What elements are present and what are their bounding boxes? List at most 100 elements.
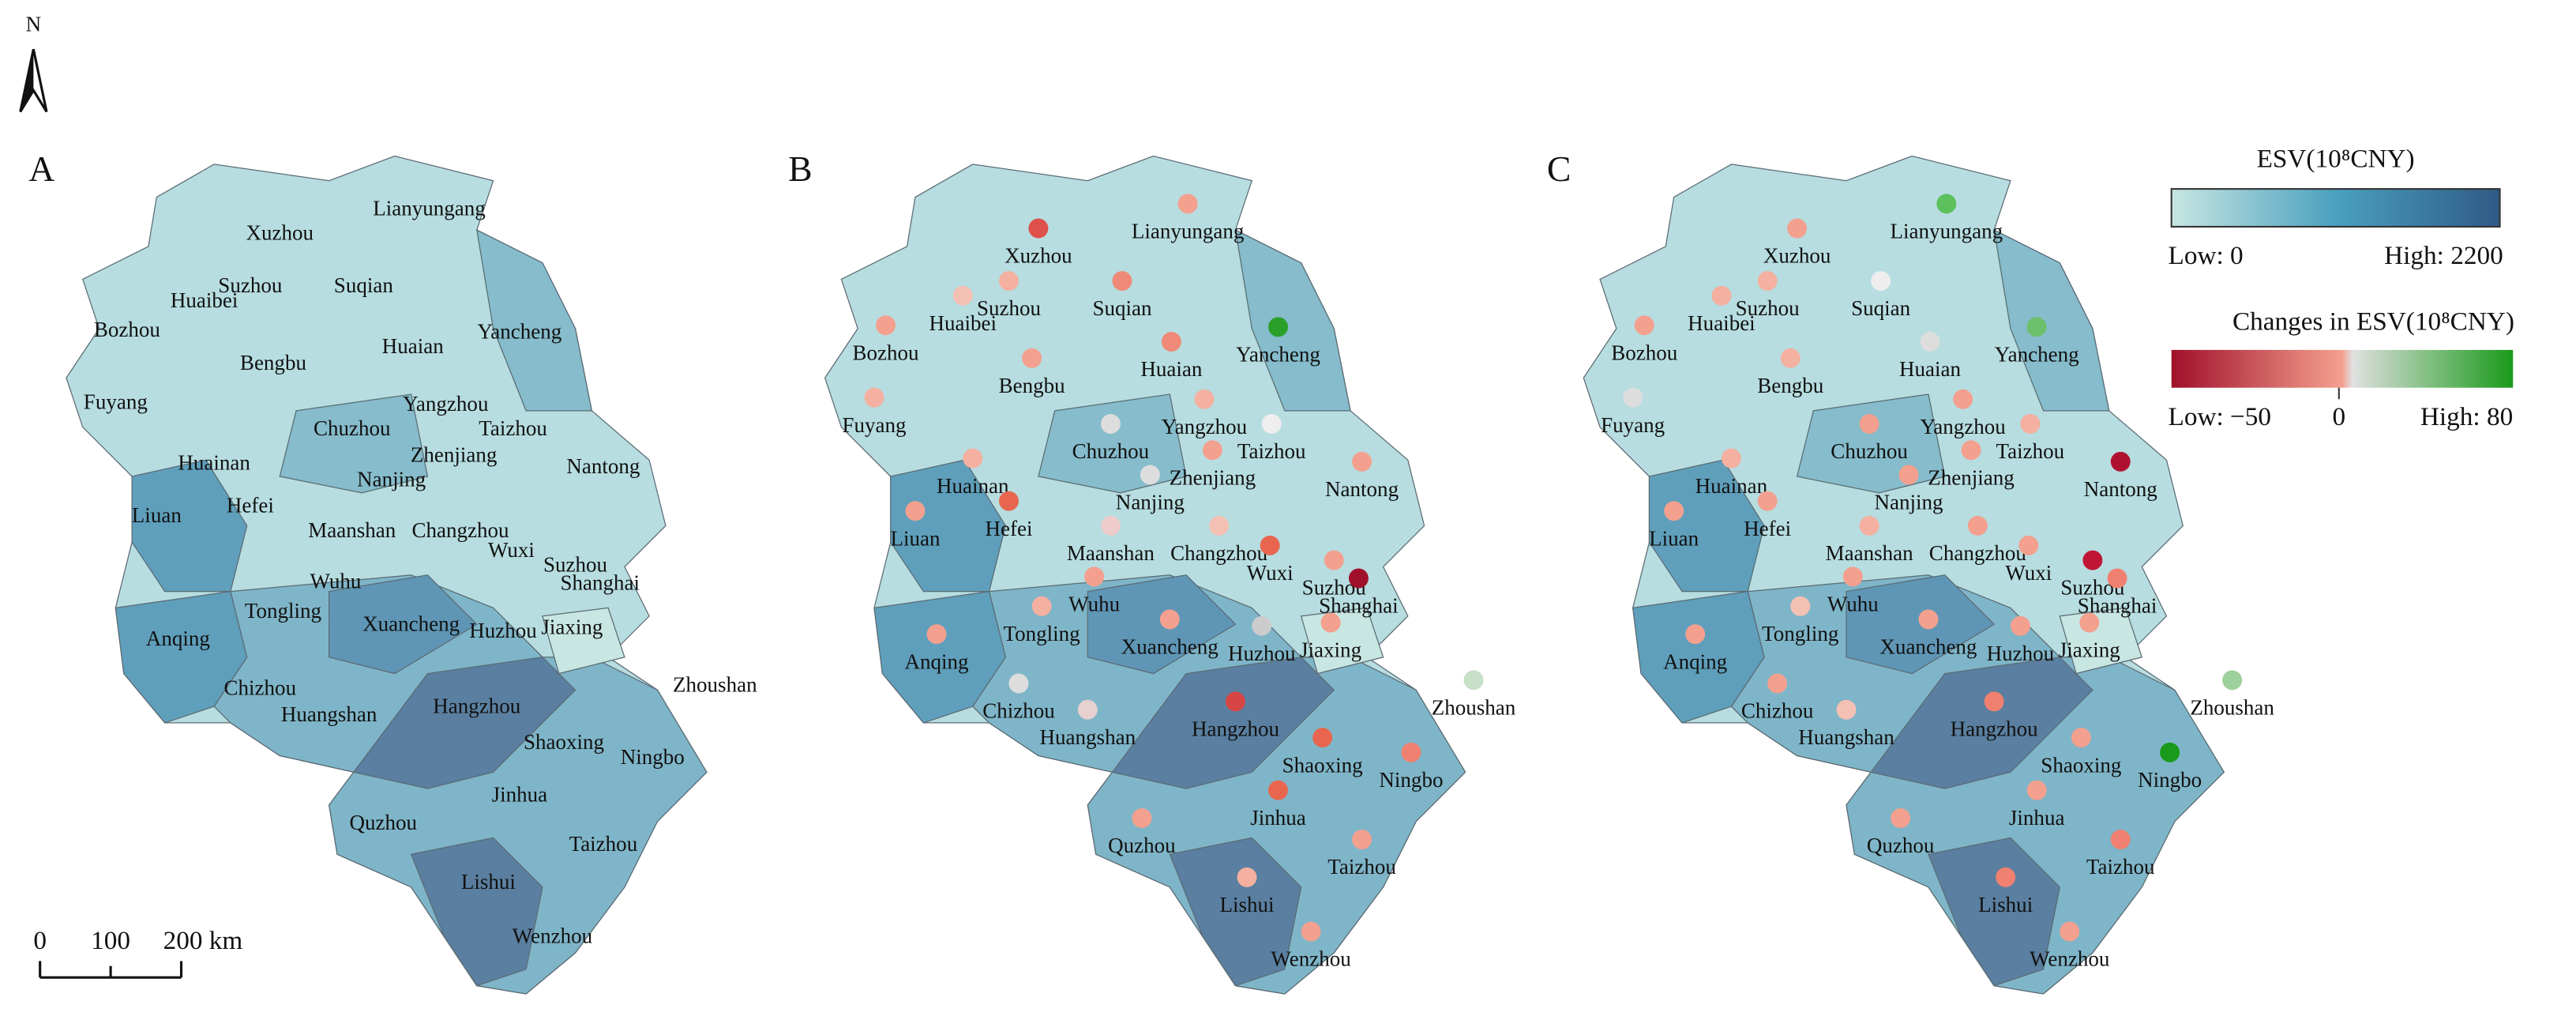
city-label: Huangshan bbox=[1798, 725, 1894, 749]
city-label: Shaoxing bbox=[2041, 753, 2121, 777]
change-dot bbox=[1301, 921, 1321, 942]
city-label: Wenzhou bbox=[1271, 947, 1351, 971]
change-dot bbox=[1984, 691, 2004, 712]
city-label: Jinhua bbox=[492, 783, 548, 807]
change-dot bbox=[1790, 596, 1811, 616]
change-dot bbox=[1836, 699, 1857, 720]
city-label: Taizhou bbox=[479, 416, 547, 440]
change-dot bbox=[1920, 332, 1940, 352]
change-dot bbox=[1031, 596, 1052, 616]
city-label: Chizhou bbox=[982, 699, 1055, 723]
panel-label: B bbox=[788, 149, 813, 189]
city-label: Suzhou bbox=[1736, 296, 1801, 320]
change-dot bbox=[1225, 691, 1245, 712]
legend-title: ESV(10⁸CNY) bbox=[2257, 144, 2415, 173]
change-dot bbox=[1237, 867, 1257, 887]
city-label: Zhenjiang bbox=[1170, 465, 1256, 489]
city-label: Huaian bbox=[1140, 357, 1203, 381]
city-label: Nantong bbox=[566, 454, 640, 478]
city-label: Huangshan bbox=[281, 702, 377, 726]
change-dot bbox=[999, 271, 1019, 292]
change-dot bbox=[1008, 673, 1029, 694]
change-dot bbox=[1352, 451, 1372, 472]
city-label: Ningbo bbox=[2138, 768, 2202, 792]
city-label: Wuxi bbox=[488, 538, 535, 562]
city-label: Changzhou bbox=[1170, 541, 1268, 565]
city-label: Nantong bbox=[1325, 477, 1399, 501]
change-dot bbox=[1261, 414, 1282, 434]
region bbox=[542, 607, 625, 675]
city-label: Jiaxing bbox=[541, 615, 603, 639]
change-dot bbox=[1268, 780, 1288, 800]
city-label: Lishui bbox=[1219, 893, 1274, 916]
city-label: Bengbu bbox=[240, 351, 307, 374]
city-label: Xuzhou bbox=[1763, 244, 1831, 268]
legend-ramp bbox=[2171, 349, 2514, 388]
city-label: Huangshan bbox=[1040, 725, 1136, 749]
city-label: Zhoushan bbox=[673, 672, 757, 696]
city-label: Bozhou bbox=[1611, 341, 1678, 364]
city-label: Wuhu bbox=[1827, 592, 1879, 615]
city-label: Yangzhou bbox=[403, 392, 489, 416]
change-dot bbox=[1757, 491, 1778, 511]
change-dot bbox=[1891, 808, 1911, 828]
legend-zero: 0 bbox=[2332, 402, 2345, 431]
region bbox=[279, 393, 429, 494]
city-label: Suzhou bbox=[543, 553, 608, 577]
legend-low: Low: −50 bbox=[2169, 402, 2271, 431]
city-label: Changzhou bbox=[411, 518, 509, 542]
north-arrow-fill bbox=[20, 49, 34, 112]
change-dot bbox=[1401, 742, 1421, 762]
city-label: Hangzhou bbox=[1951, 717, 2039, 741]
panel-label: C bbox=[1547, 149, 1572, 189]
change-dot bbox=[2060, 921, 2080, 942]
change-dot bbox=[1721, 448, 1741, 469]
change-dot bbox=[1967, 515, 1988, 536]
change-dot bbox=[1100, 515, 1121, 536]
change-dot bbox=[1871, 271, 1891, 292]
change-dot bbox=[1268, 317, 1288, 337]
change-dot bbox=[1918, 609, 1939, 630]
city-label: Huaian bbox=[1899, 357, 1962, 381]
city-label: Jinhua bbox=[2009, 806, 2065, 830]
city-label: Maanshan bbox=[308, 518, 396, 542]
change-dot bbox=[2020, 414, 2041, 434]
city-label: Bengbu bbox=[1757, 374, 1824, 397]
city-label: Huaibei bbox=[171, 288, 238, 312]
city-label: Nantong bbox=[2084, 477, 2157, 501]
change-dot bbox=[952, 285, 973, 306]
city-label: Shanghai bbox=[560, 570, 640, 594]
city-label: Maanshan bbox=[1067, 541, 1155, 565]
city-label: Quzhou bbox=[349, 811, 417, 834]
panel-label: A bbox=[28, 149, 54, 189]
city-label: Wenzhou bbox=[513, 924, 593, 948]
city-label: Taizhou bbox=[1237, 439, 1306, 463]
city-label: Yancheng bbox=[1995, 342, 2079, 366]
region bbox=[115, 590, 248, 724]
city-label: Huainan bbox=[178, 451, 250, 475]
change-dot bbox=[1634, 315, 1654, 336]
change-dot bbox=[1252, 615, 1272, 636]
map-panel: A Lianyungang Xuzhou Suzhou Suqian Huaibei Boz… bbox=[28, 149, 757, 995]
city-label: Yangzhou bbox=[1920, 415, 2006, 438]
change-dot bbox=[1202, 440, 1222, 461]
city-label: Taizhou bbox=[569, 832, 638, 856]
change-dot bbox=[1159, 609, 1180, 630]
city-label: Suqian bbox=[334, 273, 394, 297]
city-label: Chuzhou bbox=[314, 416, 391, 440]
city-label: Hangzhou bbox=[433, 694, 521, 717]
change-dot bbox=[1022, 348, 1042, 368]
city-label: Xuancheng bbox=[1879, 635, 1977, 659]
scale-label: 100 bbox=[91, 926, 130, 955]
city-label: Huainan bbox=[937, 474, 1009, 498]
legend-high: High: 2200 bbox=[2384, 241, 2503, 270]
city-label: Wuhu bbox=[310, 569, 361, 593]
change-dot bbox=[926, 624, 947, 645]
city-label: Nanjing bbox=[1116, 491, 1185, 514]
city-label: Tongling bbox=[1762, 622, 1838, 645]
city-label: Fuyang bbox=[84, 390, 148, 414]
city-label: Chizhou bbox=[224, 676, 297, 700]
legend-low: Low: 0 bbox=[2169, 241, 2244, 270]
change-dot bbox=[1324, 550, 1344, 570]
